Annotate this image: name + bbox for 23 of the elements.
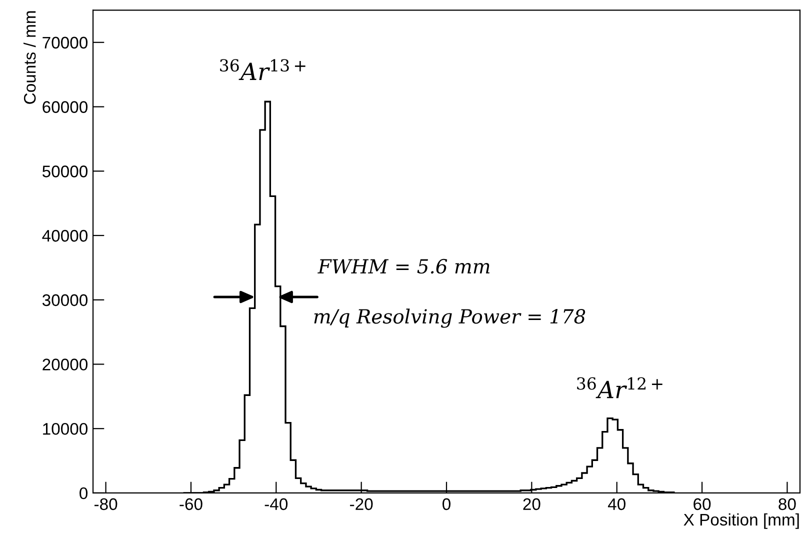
y-tick-label: 10000	[43, 423, 88, 435]
y-tick-label: 30000	[42, 294, 88, 306]
x-axis-title: X Position [mm]	[684, 513, 799, 529]
x-tick-label: 40	[608, 498, 626, 510]
x-tick-label: 20	[523, 498, 540, 510]
x-tick-label: 0	[442, 498, 450, 510]
y-tick-label: 20000	[42, 358, 88, 370]
x-tick-label: 60	[694, 498, 711, 510]
annotation: $^{36}$Ar$^{13+}$	[220, 59, 306, 80]
x-tick-label: -40	[264, 498, 288, 510]
annotation: FWHM = 5.6 mm	[318, 258, 490, 274]
y-axis-title: Counts / mm	[24, 11, 36, 104]
x-tick-label: -80	[94, 498, 118, 510]
y-tick-label: 70000	[42, 36, 88, 49]
x-tick-label: 80	[778, 498, 796, 510]
annotation: m/q Resolving Power = 178	[314, 308, 586, 328]
y-tick-label: 50000	[42, 166, 88, 178]
annotation: $^{36}$Ar$^{12+}$	[577, 377, 662, 398]
y-tick-label: 0	[80, 487, 88, 500]
y-tick-label: 60000	[42, 101, 88, 113]
y-tick-label: 40000	[42, 230, 88, 242]
x-tick-label: -20	[350, 498, 373, 510]
x-tick-label: -60	[180, 498, 202, 510]
